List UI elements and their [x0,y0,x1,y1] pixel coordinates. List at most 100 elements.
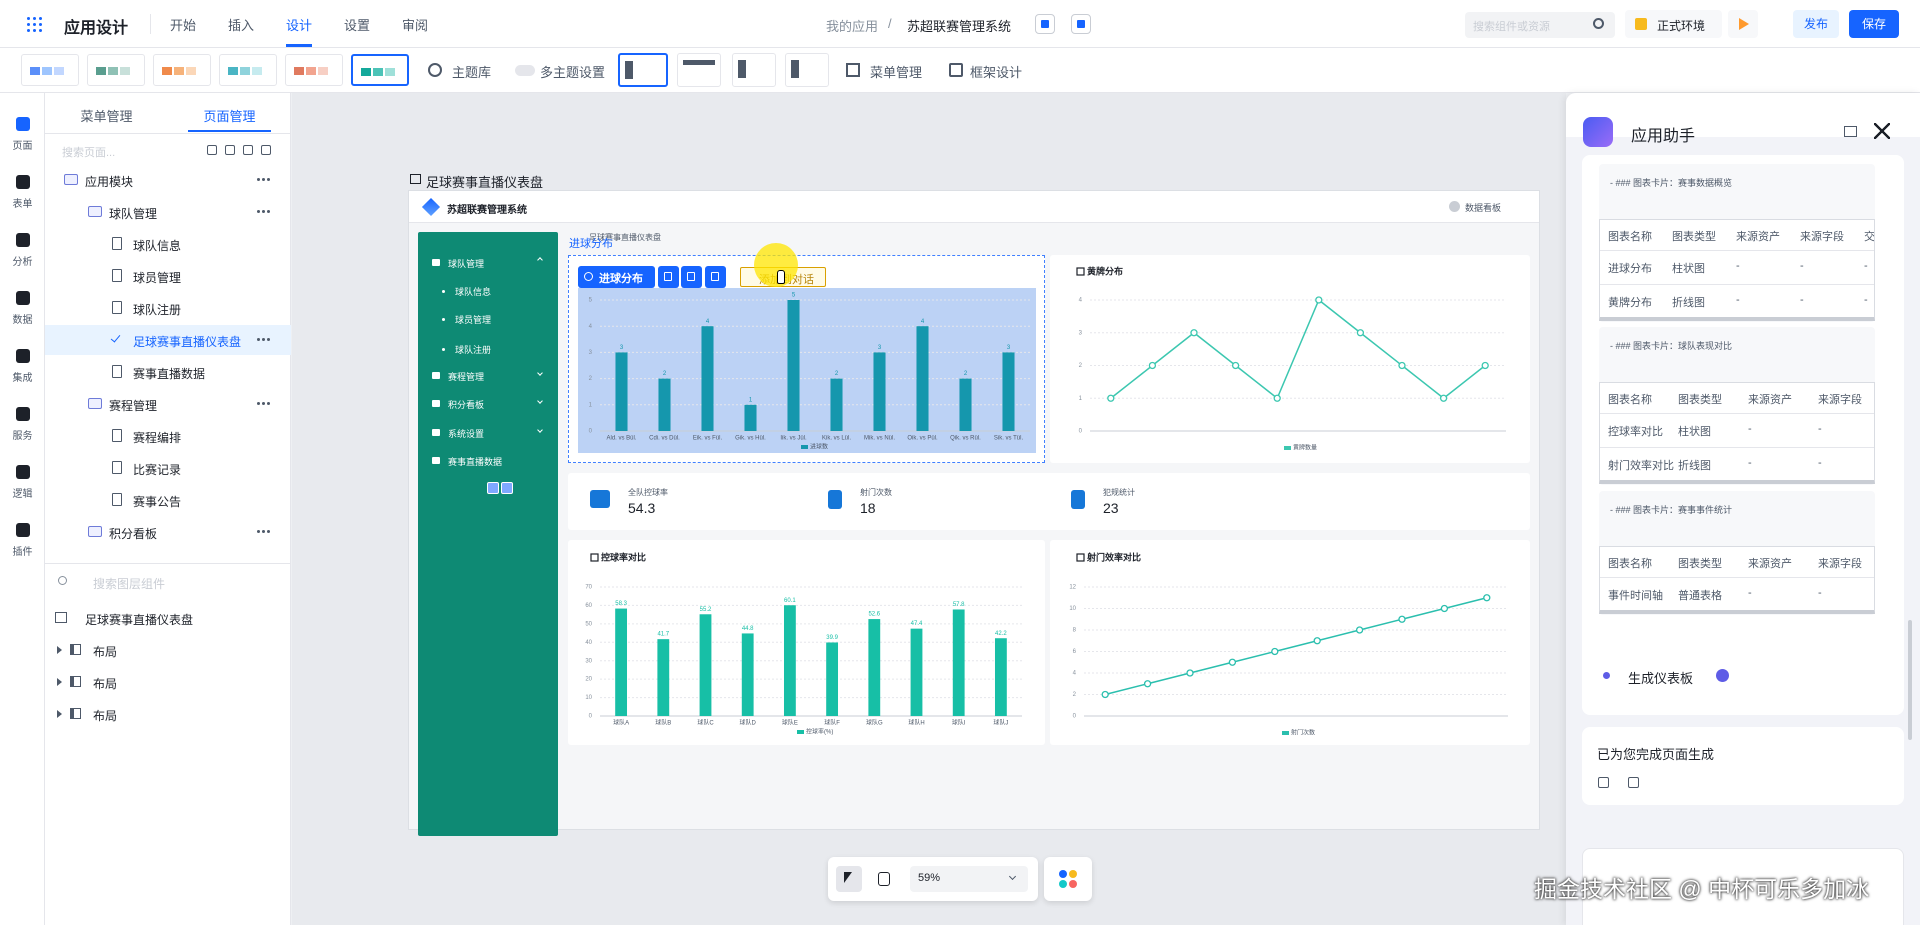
tree-item[interactable]: 足球赛事直播仪表盘 [45,325,291,355]
tree-item[interactable]: 球队管理 [45,197,291,227]
rail-icon[interactable] [16,233,30,247]
layer-item[interactable]: 布局 [45,699,291,729]
close-icon[interactable] [1874,123,1890,139]
sidebar-item[interactable]: 积分看板 [448,400,485,410]
rail-label[interactable]: 集成 [12,373,33,384]
breadcrumb-sep: / [888,16,892,31]
tree-item[interactable]: 赛程管理 [45,389,291,419]
theme-swatch[interactable] [153,54,211,86]
layer-item[interactable]: 布局 [45,635,291,665]
rail-label[interactable]: 插件 [12,547,33,558]
cursor [777,270,785,284]
sidebar-tool[interactable] [487,482,499,494]
tree-item[interactable]: 球队注册 [45,293,291,323]
theme-library[interactable]: 主题库 [452,65,492,80]
rail-label[interactable]: 数据 [12,315,33,326]
sidebar-item[interactable]: 赛事直播数据 [448,457,503,467]
component-name[interactable]: 进球分布 [578,266,655,288]
panel-tab[interactable]: 页面管理 [203,109,256,124]
chevron [537,370,543,376]
menu-tab[interactable]: 设计 [286,18,313,33]
tree-item[interactable]: 赛事公告 [45,485,291,515]
page-title: 足球赛事直播仪表盘 [426,175,544,190]
theme-swatch[interactable] [21,54,79,86]
menu-manage[interactable]: 菜单管理 [870,65,923,80]
layer-search[interactable]: 搜索图层组件 [93,577,166,591]
layer-item[interactable]: 布局 [45,667,291,697]
theme-swatch[interactable] [87,54,145,86]
panel-action[interactable] [207,145,217,155]
multi-theme[interactable]: 多主题设置 [540,65,606,80]
zoom-chevron [1008,872,1017,881]
publish-button[interactable]: 发布 [1793,10,1839,38]
ai-button[interactable] [1044,857,1092,901]
search-icon [58,576,67,585]
rail-label[interactable]: 表单 [12,199,33,210]
zoom-select[interactable]: 59% [910,866,1028,892]
table-cell: 事件时间轴 [1608,590,1663,602]
icon-button[interactable] [1071,14,1091,34]
rail-label[interactable]: 逻辑 [12,489,33,500]
menu-tab[interactable]: 设置 [344,18,371,33]
more-dot [257,402,260,405]
icon-button[interactable] [1035,14,1055,34]
save-button[interactable]: 保存 [1849,10,1899,38]
rail-label[interactable]: 页面 [12,141,33,152]
search-box[interactable]: 搜索组件或资源 [1465,12,1615,38]
sidebar-item[interactable]: 系统设置 [448,429,485,439]
sidebar-item[interactable]: 球员管理 [455,315,492,325]
frame-design[interactable]: 框架设计 [970,65,1023,80]
rail-icon[interactable] [16,407,30,421]
panel-tab[interactable]: 菜单管理 [80,109,133,124]
tree-item[interactable]: 比赛记录 [45,453,291,483]
table-cell: - [1818,423,1822,435]
breadcrumb-root[interactable]: 我的应用 [826,19,879,34]
sidebar-item[interactable]: 球队注册 [455,345,492,355]
tree-item[interactable]: 应用模块 [45,165,291,195]
theme-swatch[interactable] [285,54,343,86]
tool-button[interactable] [681,266,702,288]
panel-icon[interactable] [1844,126,1857,137]
rail-icon[interactable] [16,175,30,189]
tool-button[interactable] [705,266,726,288]
layer-item[interactable]: 足球赛事直播仪表盘 [45,603,291,633]
rail-icon[interactable] [16,349,30,363]
menu-tab[interactable]: 开始 [170,18,197,33]
hand-tool[interactable] [878,872,890,886]
tree-item[interactable]: 积分看板 [45,517,291,541]
tool-button[interactable] [658,266,679,288]
rail-icon[interactable] [16,523,30,537]
menu-tab[interactable]: 审阅 [402,18,429,33]
rail-icon[interactable] [16,291,30,305]
layout-option[interactable] [732,53,776,87]
layout-option[interactable] [677,53,721,87]
tree-item[interactable]: 赛程编排 [45,421,291,451]
tree-item[interactable]: 球队信息 [45,229,291,259]
like-icon[interactable] [1598,777,1609,788]
sidebar-item[interactable]: 赛程管理 [448,372,485,382]
dislike-icon[interactable] [1628,777,1639,788]
rail-icon[interactable] [16,465,30,479]
header-action[interactable]: 数据看板 [1465,203,1502,213]
sidebar-tool[interactable] [501,482,513,494]
layout-option[interactable] [618,53,668,87]
rail-label[interactable]: 服务 [12,431,33,442]
page-icon [112,429,122,442]
sidebar-item[interactable]: 球队信息 [455,287,492,297]
tree-item[interactable]: 赛事直播数据 [45,357,291,387]
panel-action[interactable] [261,145,271,155]
panel-action[interactable] [243,145,253,155]
rail-label[interactable]: 分析 [12,257,33,268]
tree-item[interactable]: 球员管理 [45,261,291,291]
menu-tab[interactable]: 插入 [228,18,255,33]
chat-input[interactable] [1582,848,1904,925]
panel-action[interactable] [225,145,235,155]
layout-option[interactable] [785,53,829,87]
environment-button[interactable]: 正式环境 [1625,10,1722,38]
rail-icon[interactable] [16,117,30,131]
theme-swatch[interactable] [219,54,277,86]
page-search[interactable]: 搜索页面... [62,147,116,159]
sidebar-item[interactable]: 球队管理 [448,259,485,269]
theme-swatch[interactable] [351,54,409,86]
run-button[interactable] [1728,10,1758,38]
